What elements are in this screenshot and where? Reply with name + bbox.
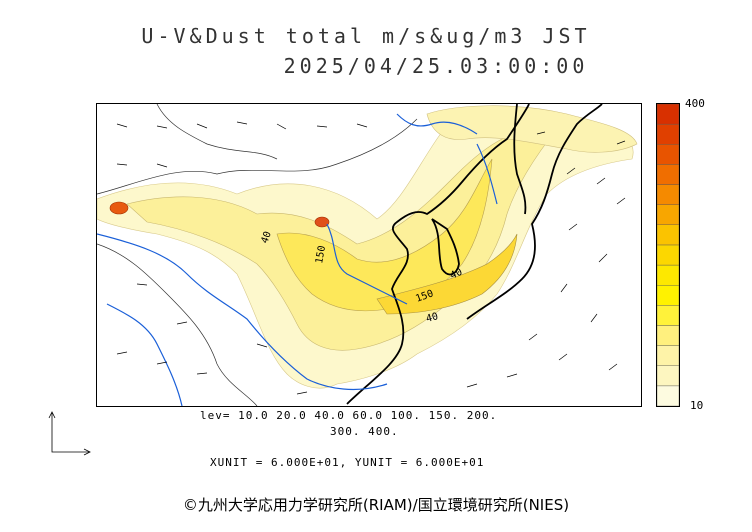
chart-timestamp: 2025/04/25.03:00:00 (283, 54, 589, 78)
colorbar-swatch (656, 284, 680, 306)
dust-plume-layer (97, 105, 638, 389)
dust-map-svg: 40 150 40 150 40 (97, 104, 638, 406)
colorbar-swatch (656, 365, 680, 387)
coastline-sakhalin (513, 104, 527, 215)
colorbar-swatch (656, 224, 680, 246)
dust-band-south (376, 233, 518, 315)
chart-title: U-V&Dust total m/s&ug/m3 JST (141, 24, 591, 48)
vector-scale-axes-icon (48, 411, 91, 456)
colorbar-svg (656, 103, 680, 407)
river-layer (97, 113, 498, 406)
coastline-mainland (346, 104, 530, 405)
contour-label: 40 (259, 230, 273, 245)
contour-levels-line2: 300. 400. (330, 425, 399, 438)
contour-label: 40 (425, 311, 439, 325)
vector-unit-label: XUNIT = 6.000E+01, YUNIT = 6.000E+01 (210, 456, 485, 469)
coastline-layer (346, 104, 603, 405)
contour-label: 40 (449, 267, 465, 282)
coastline-japan (466, 104, 603, 320)
colorbar (656, 103, 680, 407)
colorbar-swatch (656, 204, 680, 225)
colorbar-swatch (656, 103, 680, 125)
colorbar-swatch (656, 345, 680, 366)
colorbar-max-label: 400 (685, 97, 705, 110)
colorbar-swatch (656, 164, 680, 185)
colorbar-swatch (656, 144, 680, 165)
colorbar-swatch (656, 325, 680, 346)
dust-hotspot-west (109, 201, 129, 215)
wind-vector-layer (116, 121, 626, 395)
colorbar-swatch (656, 244, 680, 266)
colorbar-min-label: 10 (690, 399, 704, 412)
dust-hotspot-center (314, 216, 330, 228)
colorbar-swatch (656, 123, 680, 145)
contour-label: 150 (314, 245, 328, 265)
border-layer (97, 104, 418, 406)
coastline-korea (431, 218, 460, 276)
contour-levels-line1: lev= 10.0 20.0 40.0 60.0 100. 150. 200. (200, 409, 498, 422)
dust-plume-northeast (426, 105, 638, 153)
colorbar-swatch (656, 264, 680, 286)
dust-map: 40 150 40 150 40 (96, 103, 642, 407)
colorbar-swatch (656, 305, 680, 326)
dust-plume-core (276, 158, 493, 312)
copyright-credit: ©九州大学応用力学研究所(RIAM)/国立環境研究所(NIES) (182, 496, 570, 514)
colorbar-swatch (656, 184, 680, 205)
colorbar-swatch (656, 385, 680, 407)
